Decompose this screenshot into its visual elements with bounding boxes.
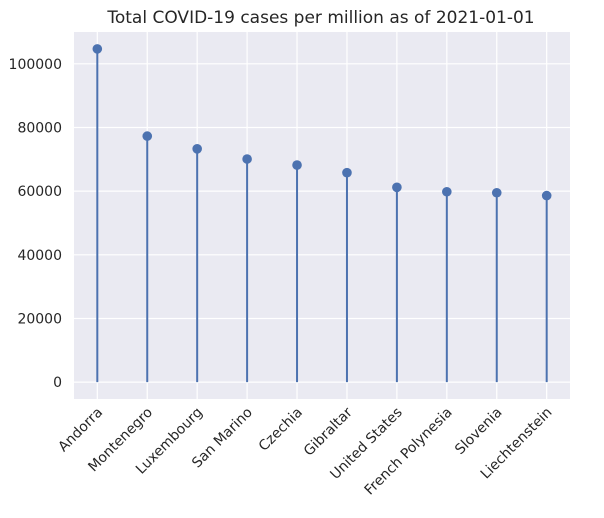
stem-marker — [442, 186, 452, 197]
stem-marker — [342, 167, 352, 178]
chart-title: Total COVID-19 cases per million as of 2… — [106, 8, 534, 28]
stem-marker — [392, 182, 402, 193]
x-tick-label: French Polynesia — [362, 405, 456, 499]
y-tick-label: 0 — [53, 375, 62, 391]
stem-marker — [491, 187, 502, 198]
y-tick-label: 40000 — [17, 248, 62, 264]
stem-marker — [92, 44, 103, 54]
stem-series — [92, 44, 552, 383]
stem-marker — [192, 144, 202, 154]
stem-marker — [292, 160, 302, 170]
x-tick-label: Czechia — [256, 405, 306, 455]
stem-marker — [142, 131, 153, 141]
y-tick-label: 20000 — [17, 311, 62, 327]
plot-area — [74, 32, 570, 399]
stem-marker — [541, 190, 552, 201]
y-tick-label: 80000 — [17, 120, 62, 136]
y-tick-label: 60000 — [17, 184, 62, 200]
y-axis-ticks: 0 20000 40000 60000 80000 100000 — [9, 57, 62, 391]
x-tick-label: Andorra — [55, 405, 106, 456]
y-tick-label: 100000 — [9, 57, 62, 73]
stem-marker — [242, 154, 252, 164]
